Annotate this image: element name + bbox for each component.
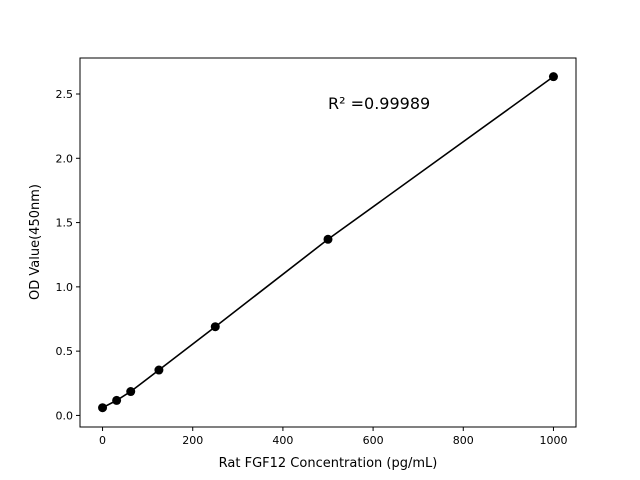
y-tick-label: 0.5 xyxy=(56,345,74,358)
x-tick-label: 200 xyxy=(182,434,203,447)
data-point xyxy=(126,387,136,397)
y-axis-label: OD Value(450nm) xyxy=(28,184,43,300)
data-point xyxy=(548,72,558,82)
r-squared-annotation: R² =0.99989 xyxy=(328,94,430,113)
data-point xyxy=(112,395,122,405)
x-tick-label: 0 xyxy=(99,434,106,447)
x-axis-label: Rat FGF12 Concentration (pg/mL) xyxy=(219,456,438,471)
y-tick-label: 2.5 xyxy=(56,88,74,101)
y-tick-label: 1.5 xyxy=(56,217,74,230)
x-tick-label: 800 xyxy=(453,434,474,447)
x-tick-label: 600 xyxy=(363,434,384,447)
x-tick-label: 400 xyxy=(272,434,293,447)
data-point xyxy=(210,322,220,332)
y-tick-label: 1.0 xyxy=(56,281,74,294)
data-point xyxy=(323,234,333,244)
data-point xyxy=(154,365,164,375)
data-point xyxy=(98,403,108,413)
y-tick-label: 0.0 xyxy=(56,409,74,422)
x-tick-label: 1000 xyxy=(539,434,567,447)
plot-frame xyxy=(79,57,577,428)
y-tick-label: 2.0 xyxy=(56,152,74,165)
